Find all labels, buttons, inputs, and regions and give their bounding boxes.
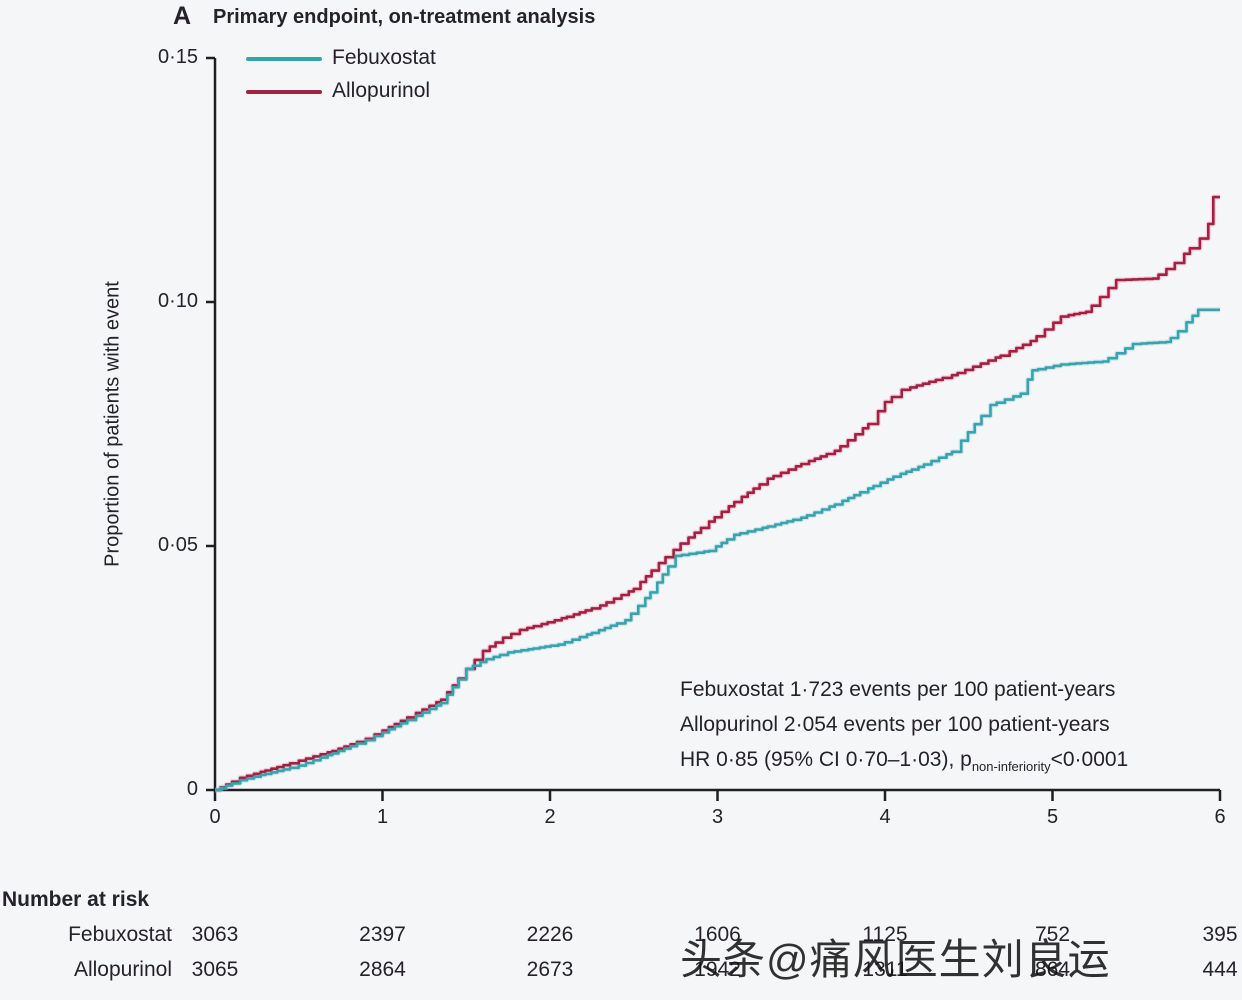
x-tick-label: 6 [1214,806,1226,828]
risk-value: 864 [1034,958,1071,981]
annotation-allopurinol-rate: Allopurinol 2·054 events per 100 patient… [680,713,1110,736]
risk-value: 1311 [862,958,908,981]
risk-row-label-febuxostat: Febuxostat [68,923,172,946]
annotation-hazard-ratio: HR 0·85 (95% CI 0·70–1·03), pnon-inferio… [680,748,1129,774]
risk-value: 2397 [359,923,406,946]
febuxostat-curve [215,308,1220,792]
legend-febuxostat-label: Febuxostat [332,46,436,69]
risk-value: 2226 [526,923,574,946]
legend-allopurinol-label: Allopurinol [332,79,431,102]
risk-value: 2864 [359,958,406,981]
watermark-text: 头条@痛风医生刘良运 [680,936,1111,983]
risk-value: 1606 [694,923,741,946]
x-tick-label: 1 [376,806,389,828]
risk-value: 752 [1034,923,1071,946]
risk-value: 3063 [191,923,239,946]
risk-value: 1125 [862,923,908,946]
x-tick-label: 4 [879,806,891,828]
risk-value: 1942 [694,958,741,981]
legend-allopurinol-swatch [246,90,322,94]
risk-value: 444 [1202,958,1238,981]
allopurinol-curve [215,195,1220,792]
risk-value: 3065 [191,958,239,981]
y-tick-label: 0·15 [157,46,198,68]
risk-row-label-allopurinol: Allopurinol [73,958,172,981]
y-axis-title: Proportion of patients with event [101,281,124,567]
x-tick-label: 2 [544,806,556,828]
y-tick-label: 0·10 [157,290,198,312]
annotation-subscript: non-inferiority [971,759,1051,774]
risk-value: 395 [1202,923,1238,946]
x-tick-label: 5 [1046,806,1059,828]
legend-febuxostat-swatch [246,57,322,61]
risk-value: 2673 [526,958,574,981]
y-tick-label: 0·05 [157,534,198,556]
panel-letter: A [173,2,192,30]
risk-table-heading: Number at risk [2,888,150,911]
y-tick-label: 0 [186,778,198,800]
x-tick-label: 3 [711,806,724,828]
chart-title: Primary endpoint, on-treatment analysis [213,6,596,28]
x-tick-label: 0 [209,806,221,828]
annotation-febuxostat-rate: Febuxostat 1·723 events per 100 patient-… [680,678,1116,701]
